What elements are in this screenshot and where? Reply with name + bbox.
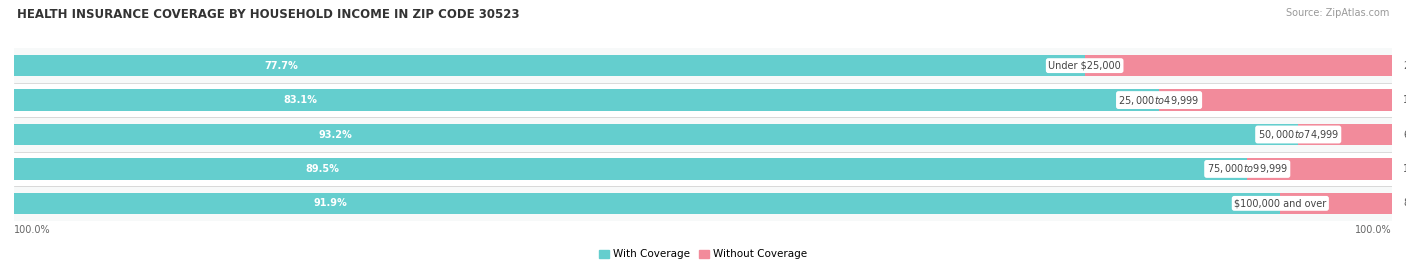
Bar [1247,158,1392,180]
Text: 91.9%: 91.9% [314,198,347,208]
Bar [14,193,1281,214]
Bar [1298,124,1392,145]
Bar [14,55,1084,76]
Text: 10.5%: 10.5% [1403,164,1406,174]
Text: $75,000 to $99,999: $75,000 to $99,999 [1206,162,1288,175]
Text: $25,000 to $49,999: $25,000 to $49,999 [1118,94,1199,107]
Text: 8.1%: 8.1% [1403,198,1406,208]
Text: 93.2%: 93.2% [318,129,352,140]
Text: 89.5%: 89.5% [305,164,339,174]
Text: 22.3%: 22.3% [1403,61,1406,71]
Text: Source: ZipAtlas.com: Source: ZipAtlas.com [1285,8,1389,18]
Text: $50,000 to $74,999: $50,000 to $74,999 [1257,128,1339,141]
Text: $100,000 and over: $100,000 and over [1234,198,1326,208]
Text: 100.0%: 100.0% [14,225,51,235]
Bar [1084,55,1392,76]
Bar [14,124,1298,145]
Text: Under $25,000: Under $25,000 [1049,61,1121,71]
Text: 83.1%: 83.1% [284,95,318,105]
Bar [14,158,1247,180]
Bar [1159,89,1392,111]
Text: 77.7%: 77.7% [264,61,298,71]
Bar [14,117,1392,152]
Legend: With Coverage, Without Coverage: With Coverage, Without Coverage [595,245,811,264]
Text: 100.0%: 100.0% [1355,225,1392,235]
Text: 16.9%: 16.9% [1403,95,1406,105]
Bar [1281,193,1392,214]
Bar [14,89,1159,111]
Bar [14,186,1392,221]
Bar [14,48,1392,83]
Text: HEALTH INSURANCE COVERAGE BY HOUSEHOLD INCOME IN ZIP CODE 30523: HEALTH INSURANCE COVERAGE BY HOUSEHOLD I… [17,8,519,21]
Text: 6.8%: 6.8% [1403,129,1406,140]
